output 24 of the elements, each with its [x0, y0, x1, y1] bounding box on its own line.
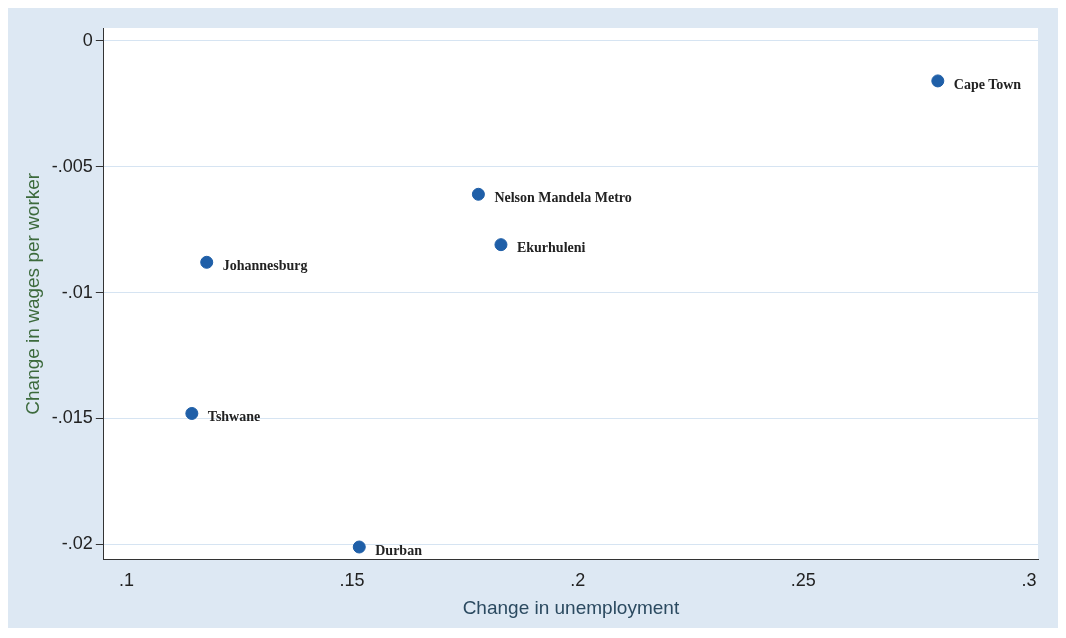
y-tick-label: -.015 [51, 407, 93, 428]
annotation: Tshwane [207, 409, 261, 425]
annotation: Durban [375, 542, 423, 558]
annotation: Cape Town [953, 76, 1022, 92]
point [471, 187, 485, 201]
y-tick-label: 0 [82, 29, 93, 50]
point [931, 74, 945, 88]
y-tick-label: -.01 [61, 281, 93, 302]
x-tick-label: .15 [339, 570, 365, 591]
x-tick-label: .3 [1021, 570, 1037, 591]
point [185, 406, 199, 420]
y-tick-label: -.02 [61, 533, 93, 554]
x-tick-label: .1 [118, 570, 134, 591]
x-tick-label: .2 [570, 570, 586, 591]
point [200, 255, 214, 269]
point [352, 540, 366, 554]
x-tick-label: .25 [790, 570, 816, 591]
y-axis-title: Change in wages per worker [21, 172, 43, 415]
x-axis-title: Change in unemployment [462, 596, 680, 618]
annotation: Nelson Mandela Metro [494, 189, 632, 205]
point [494, 238, 508, 252]
y-tick-label: -.005 [51, 155, 93, 176]
annotation: Johannesburg [222, 257, 308, 273]
annotation: Ekurhuleni [516, 240, 586, 256]
